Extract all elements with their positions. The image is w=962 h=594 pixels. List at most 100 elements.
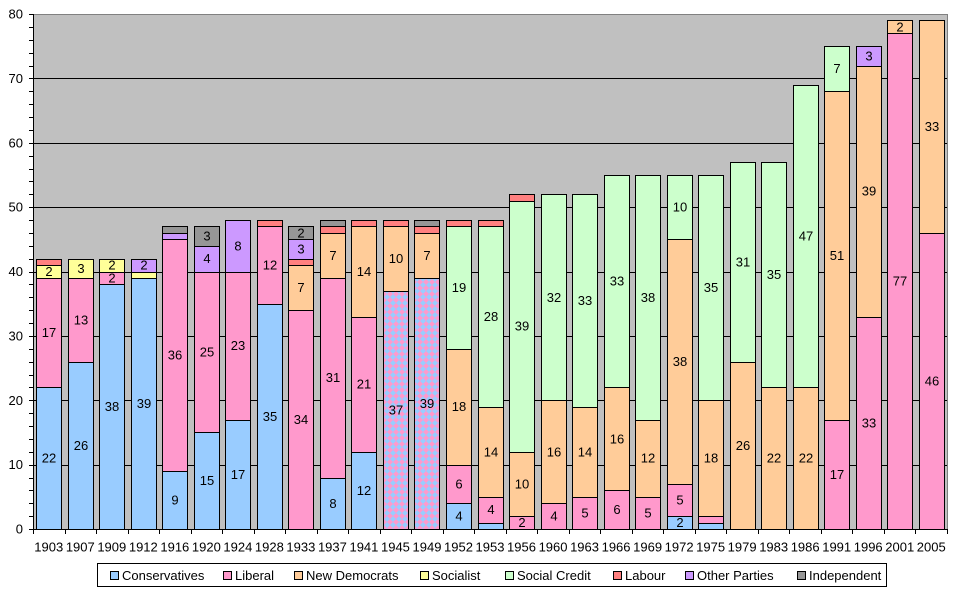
- bar-segment-new-democrats-1937: [320, 233, 346, 279]
- y-tick-label: 10: [9, 457, 23, 472]
- data-label: 51: [830, 248, 844, 263]
- data-label: 17: [830, 467, 844, 482]
- data-label: 22: [767, 451, 781, 466]
- x-tick-label: 1986: [791, 540, 820, 555]
- bar-segment-conservatives-1903: [36, 387, 62, 530]
- data-label: 35: [263, 409, 277, 424]
- data-label: 33: [610, 274, 624, 289]
- x-tick-label: 1924: [223, 540, 252, 555]
- bar-segment-new-democrats-1941: [351, 226, 377, 318]
- bar-segment-new-democrats-1966: [604, 387, 630, 491]
- legend-swatch-labour: [613, 571, 622, 580]
- data-label: 18: [452, 399, 466, 414]
- data-label: 19: [452, 280, 466, 295]
- data-label: 4: [455, 509, 462, 524]
- bar-segment-liberal-1916: [162, 239, 188, 472]
- bar-segment-social-credit-1966: [604, 175, 630, 388]
- data-label: 12: [263, 258, 277, 273]
- data-label: 39: [515, 319, 529, 334]
- x-tick-label: 1956: [507, 540, 536, 555]
- data-label: 6: [613, 502, 620, 517]
- legend-label: Labour: [625, 567, 666, 583]
- data-label: 3: [297, 241, 304, 256]
- x-tick-label: 2001: [885, 540, 914, 555]
- bar-segment-labour-1903: [36, 259, 62, 266]
- bar-segment-new-democrats-1969: [635, 420, 661, 498]
- bar-segment-new-democrats-1960: [541, 400, 567, 504]
- bar-segment-liberal-1920: [194, 272, 220, 433]
- bar-segment-labour-1945: [383, 220, 409, 227]
- data-label: 2: [518, 515, 525, 530]
- legend-item-conservatives: Conservatives: [110, 564, 204, 586]
- bar-segment-liberal-1975: [698, 516, 724, 524]
- data-label: 5: [644, 505, 651, 520]
- x-tick-label: 1963: [570, 540, 599, 555]
- data-label: 14: [357, 264, 371, 279]
- data-label: 39: [862, 184, 876, 199]
- data-label: 14: [578, 444, 592, 459]
- bar-segment-liberal-2001: [887, 33, 913, 530]
- bar-segment-liberal-1952: [446, 465, 472, 504]
- x-tick-label: 1949: [413, 540, 442, 555]
- x-tick-label: 1972: [665, 540, 694, 555]
- data-label: 39: [137, 396, 151, 411]
- bar-segment-socialist-1907: [68, 259, 94, 279]
- bar-segment-social-credit-1952: [446, 226, 472, 350]
- x-tick-label: 1933: [286, 540, 315, 555]
- data-label: 32: [547, 290, 561, 305]
- bar-segment-independent-1949: [414, 220, 440, 227]
- x-tick-label: 1952: [444, 540, 473, 555]
- bar-segment-liberal-2005: [919, 233, 945, 530]
- bar-segment-conservatives-1920: [194, 432, 220, 530]
- x-tick-label: 1937: [318, 540, 347, 555]
- data-label: 13: [74, 312, 88, 327]
- bar-segment-socialist-1909: [99, 259, 125, 273]
- bar-segment-labour-1937: [320, 226, 346, 234]
- bar-segment-social-credit-1986: [793, 85, 819, 388]
- data-label: 2: [45, 264, 52, 279]
- x-tick-label: 1920: [192, 540, 221, 555]
- bar-segment-new-democrats-1963: [572, 407, 598, 498]
- bar-segment-new-democrats-1975: [698, 400, 724, 517]
- x-tick-label: 1945: [381, 540, 410, 555]
- x-tick-label: 1941: [349, 540, 378, 555]
- legend-swatch-independent: [797, 571, 806, 580]
- data-label: 22: [42, 451, 56, 466]
- bar-segment-conservatives-1953: [478, 523, 504, 530]
- data-label: 4: [487, 502, 494, 517]
- data-label: 37: [389, 402, 403, 417]
- data-label: 6: [455, 476, 462, 491]
- bar-segment-new-democrats-1986: [793, 387, 819, 530]
- legend-label: Conservatives: [122, 567, 205, 583]
- legend-item-liberal: Liberal: [223, 564, 274, 586]
- bar-segment-labour-1941: [351, 220, 377, 227]
- bar-segment-social-credit-1953: [478, 226, 504, 408]
- legend-label: Other Parties: [697, 567, 774, 583]
- x-tick-label: 1966: [602, 540, 631, 555]
- legend-item-other-parties: Other Parties: [685, 564, 774, 586]
- data-label: 21: [357, 377, 371, 392]
- bar-segment-socialist-1912: [131, 272, 157, 279]
- y-tick-label: 20: [9, 393, 23, 408]
- data-label: 38: [105, 399, 119, 414]
- y-tick-label: 60: [9, 135, 23, 150]
- data-label: 38: [673, 354, 687, 369]
- bar-segment-labour-1952: [446, 220, 472, 227]
- data-label: 16: [547, 444, 561, 459]
- x-tick-label: 2005: [917, 540, 946, 555]
- bar-segment-independent-1916: [162, 226, 188, 234]
- bar-segment-conservatives-1975: [698, 523, 724, 530]
- legend-item-socialist: Socialist: [420, 564, 480, 586]
- bar-segment-labour-1928: [257, 220, 283, 227]
- bar-segment-new-democrats-2005: [919, 20, 945, 234]
- x-tick-label: 1996: [854, 540, 883, 555]
- bar-segment-other-parties-1916: [162, 233, 188, 240]
- bar-segment-labour-1933: [288, 259, 314, 266]
- bar-segment-new-democrats-1952: [446, 349, 472, 466]
- data-label: 9: [171, 493, 178, 508]
- data-label: 33: [578, 293, 592, 308]
- data-label: 77: [893, 274, 907, 289]
- data-label: 46: [925, 373, 939, 388]
- data-label: 25: [200, 344, 214, 359]
- data-label: 2: [896, 19, 903, 34]
